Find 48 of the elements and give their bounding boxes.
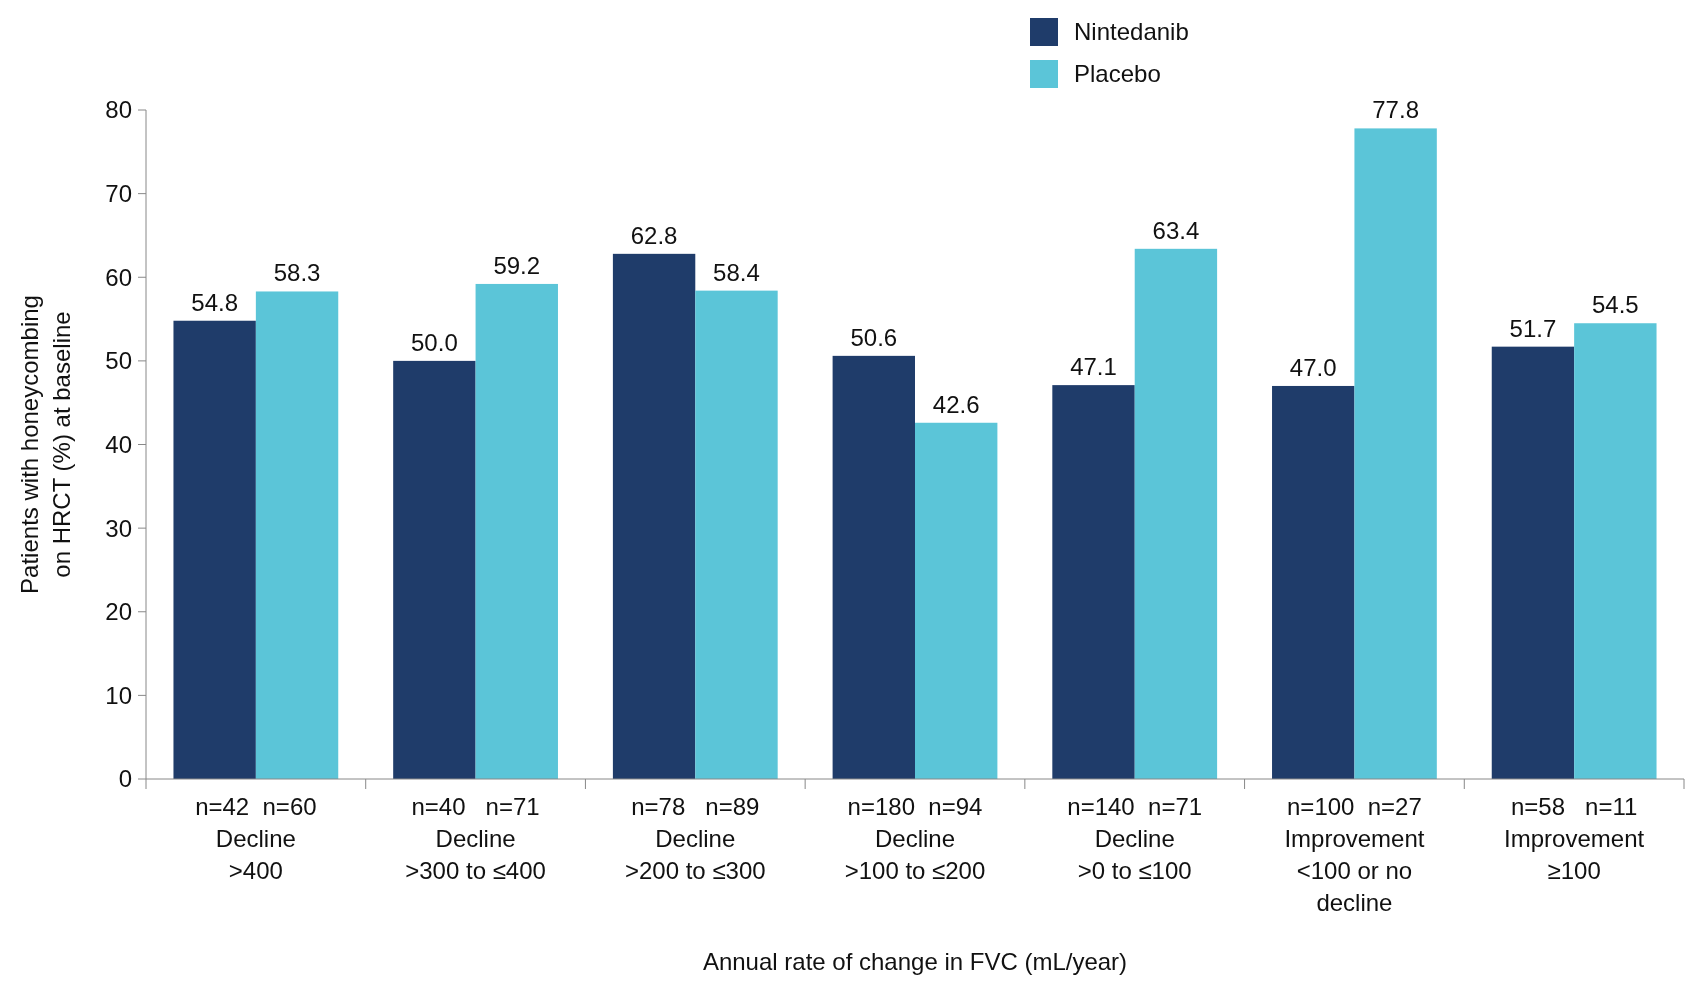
legend-label: Nintedanib: [1074, 18, 1189, 46]
bar: [255, 291, 339, 779]
data-label: 77.8: [1372, 96, 1419, 124]
y-axis-title: Patients with honeycombing on HRCT (%) at baseline: [16, 295, 75, 594]
y-tick-label: 30: [105, 514, 132, 542]
data-label: 58.4: [713, 258, 760, 286]
bar: [832, 355, 915, 779]
bar: [393, 360, 476, 779]
data-label: 50.6: [850, 323, 898, 351]
bar: [475, 283, 558, 779]
y-tick-label: 10: [105, 681, 132, 709]
bar: [1354, 128, 1437, 779]
bar: [1052, 385, 1135, 779]
bar: [915, 422, 998, 779]
data-label: 50.0: [411, 328, 458, 356]
y-tick-label: 60: [105, 263, 132, 291]
data-label: 47.1: [1070, 353, 1117, 381]
data-label: 42.6: [932, 390, 980, 418]
bar: [1574, 323, 1657, 779]
x-tick-label: n=58 n=11 Improvement ≥100: [1504, 793, 1645, 884]
x-tick-label: n=100 n=27 Improvement <100 or no decline: [1284, 793, 1425, 916]
x-tick-label: n=180 n=94 Decline >100 to ≤200: [844, 793, 986, 884]
data-label: 51.7: [1509, 314, 1557, 342]
y-tick-label: 0: [118, 765, 132, 793]
data-label: 63.4: [1152, 216, 1200, 244]
data-label: 47.0: [1289, 353, 1337, 381]
bar: [695, 290, 778, 779]
y-tick-label: 20: [105, 598, 132, 626]
data-label: 58.3: [273, 259, 321, 287]
y-tick-label: 70: [105, 180, 132, 208]
data-label: 62.8: [630, 221, 678, 249]
bar: [612, 253, 696, 779]
x-tick-label: n=40 n=71 Decline >300 to ≤400: [405, 793, 546, 884]
y-tick-label: 80: [105, 96, 132, 124]
x-axis-title: Annual rate of change in FVC (mL/year): [702, 948, 1128, 975]
bar: [1134, 248, 1218, 779]
bar: [1272, 385, 1355, 779]
x-tick-label: n=78 n=89 Decline >200 to ≤300: [624, 793, 766, 884]
legend-label: Placebo: [1074, 60, 1161, 88]
data-label: 54.8: [191, 288, 239, 316]
x-tick-label: n=140 n=71 Decline >0 to ≤100: [1067, 793, 1203, 884]
y-tick-label: 40: [105, 430, 132, 458]
bar: [173, 320, 256, 779]
data-label: 59.2: [493, 251, 541, 279]
data-label: 54.5: [1591, 291, 1639, 319]
x-tick-label: n=42 n=60 Decline >400: [195, 793, 317, 884]
bar: [1491, 346, 1575, 779]
y-tick-label: 50: [105, 347, 132, 375]
